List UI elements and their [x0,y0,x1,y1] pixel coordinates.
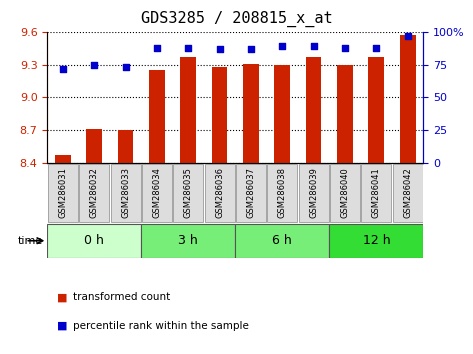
FancyBboxPatch shape [205,164,235,222]
Text: time: time [18,236,43,246]
FancyBboxPatch shape [111,164,140,222]
FancyBboxPatch shape [173,164,203,222]
Bar [118,130,133,163]
Point [184,45,192,50]
Text: GSM286034: GSM286034 [152,167,161,218]
Bar [400,35,415,163]
Text: GSM286040: GSM286040 [341,167,350,218]
FancyBboxPatch shape [329,224,423,258]
FancyBboxPatch shape [141,224,235,258]
FancyBboxPatch shape [330,164,360,222]
Bar [243,63,259,163]
Text: GSM286031: GSM286031 [59,167,68,218]
Point [247,46,255,52]
FancyBboxPatch shape [298,164,329,222]
Text: GSM286032: GSM286032 [90,167,99,218]
Text: GSM286039: GSM286039 [309,167,318,218]
Text: GSM286037: GSM286037 [246,167,255,218]
Point [373,45,380,50]
Text: ■: ■ [57,292,67,302]
FancyBboxPatch shape [267,164,298,222]
Bar [212,67,228,163]
Point [404,33,412,39]
Text: GSM286036: GSM286036 [215,167,224,218]
Text: GSM286038: GSM286038 [278,167,287,218]
Text: GSM286033: GSM286033 [121,167,130,218]
Bar [337,64,353,163]
FancyBboxPatch shape [47,224,141,258]
Bar [306,57,322,163]
Text: 0 h: 0 h [84,234,104,247]
FancyBboxPatch shape [142,164,172,222]
Point [153,45,161,50]
Bar [87,129,102,163]
FancyBboxPatch shape [235,224,329,258]
Text: 12 h: 12 h [362,234,390,247]
FancyBboxPatch shape [79,164,109,222]
Text: GSM286041: GSM286041 [372,167,381,218]
Text: GSM286042: GSM286042 [403,167,412,218]
Point [122,64,130,70]
Bar [274,64,290,163]
Text: transformed count: transformed count [73,292,171,302]
Point [90,62,98,68]
Point [59,66,67,72]
Point [310,44,317,49]
Point [216,46,223,52]
Bar [149,70,165,163]
FancyBboxPatch shape [393,164,423,222]
FancyBboxPatch shape [361,164,391,222]
Bar [368,57,384,163]
FancyBboxPatch shape [48,164,78,222]
Bar [181,57,196,163]
Text: 3 h: 3 h [178,234,198,247]
Point [341,45,349,50]
Bar [55,155,71,163]
Text: GDS3285 / 208815_x_at: GDS3285 / 208815_x_at [140,11,333,27]
Text: percentile rank within the sample: percentile rank within the sample [73,321,249,331]
Text: ■: ■ [57,321,67,331]
FancyBboxPatch shape [236,164,266,222]
Text: GSM286035: GSM286035 [184,167,193,218]
Point [279,44,286,49]
Text: 6 h: 6 h [272,234,292,247]
